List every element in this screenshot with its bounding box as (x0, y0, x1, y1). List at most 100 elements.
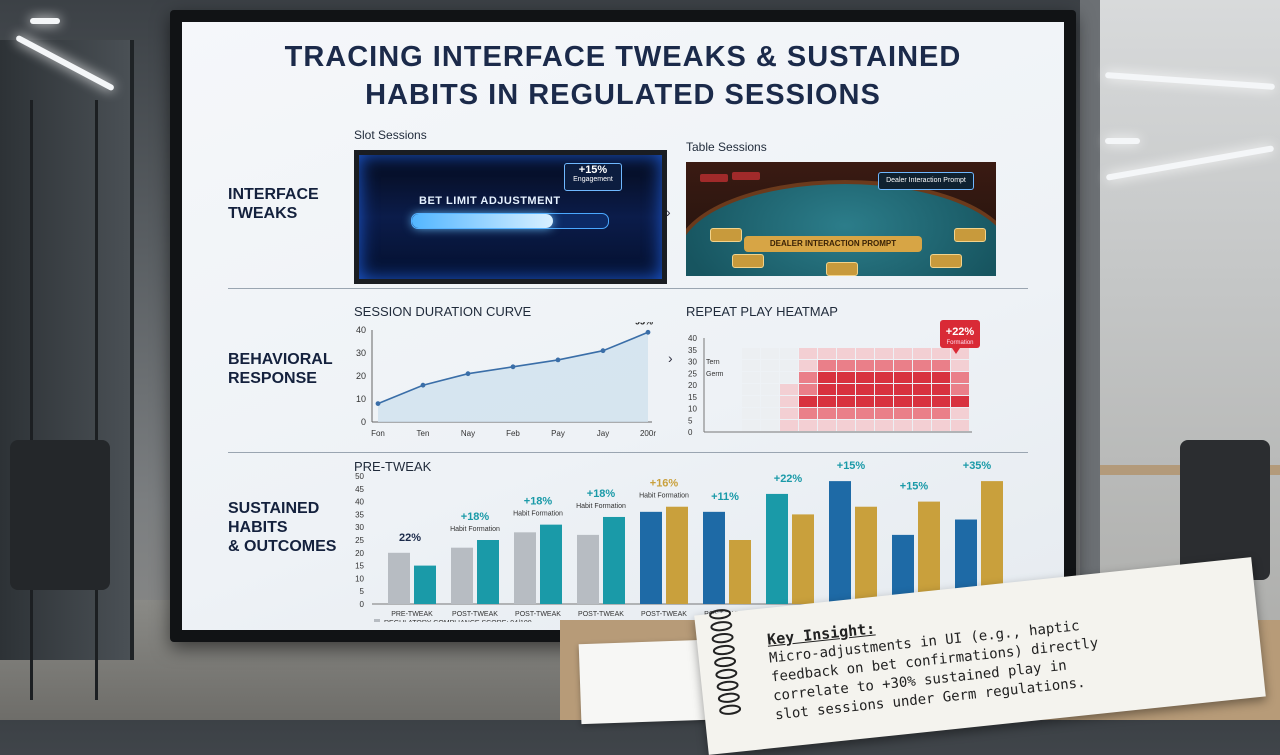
heatmap-cell (742, 384, 760, 395)
bar-annotation: +18% (461, 511, 490, 523)
heatmap-cell (875, 408, 893, 419)
heatmap-cell (761, 348, 779, 359)
y-tick-label: 15 (688, 393, 697, 402)
x-tick-label: Nay (461, 429, 475, 438)
heatmap-cell (780, 408, 798, 419)
heatmap-cell (799, 396, 817, 407)
duration-point (645, 329, 651, 335)
heatmap-cell (913, 372, 931, 383)
bar (666, 506, 688, 604)
heatmap-cell (818, 384, 836, 395)
x-tick-label: Ten (417, 429, 430, 438)
heatmap-title: REPEAT PLAY HEATMAP (686, 304, 838, 319)
heatmap-cell (799, 348, 817, 359)
heatmap-cell (951, 372, 969, 383)
table-session-display: Dealer Interaction Prompt DEALER INTERAC… (686, 162, 996, 276)
duration-point (465, 371, 471, 377)
heatmap-cell (951, 420, 969, 431)
y-tick-label: 5 (360, 587, 365, 596)
heatmap-cell (761, 360, 779, 371)
slot-sessions-heading: Slot Sessions (354, 128, 427, 142)
heatmap-cell (837, 420, 855, 431)
heatmap-cell (818, 420, 836, 431)
bar (577, 534, 599, 604)
heatmap-cell (894, 360, 912, 371)
row-label: Germ (706, 371, 724, 378)
heatmap-callout-label: Formation (946, 340, 973, 346)
y-tick-label: 35 (355, 510, 364, 519)
duration-point (600, 348, 606, 354)
spiral-ring (712, 644, 735, 656)
x-tick-label: POST-TWEAK (452, 611, 498, 618)
spiral-ring (711, 633, 734, 644)
section-divider (228, 452, 1028, 453)
heatmap-cell (818, 408, 836, 419)
bar (477, 540, 499, 604)
heatmap-cell (761, 372, 779, 383)
y-tick-label: 40 (688, 334, 697, 343)
section-divider (228, 288, 1028, 289)
ceiling-light (1105, 138, 1140, 144)
bet-spot (826, 262, 858, 276)
duration-point (510, 364, 516, 370)
heatmap-cell (837, 348, 855, 359)
heatmap-cell (799, 372, 817, 383)
heatmap-cell (913, 396, 931, 407)
duration-chart-title: SESSION DURATION CURVE (354, 304, 532, 319)
spiral-ring (715, 668, 738, 680)
heatmap-cell (742, 396, 760, 407)
section-label-tweaks: INTERFACE TWEAKS (228, 186, 319, 222)
heatmap-cell (799, 360, 817, 371)
y-tick-label: 0 (360, 600, 365, 609)
y-tick-label: 20 (355, 549, 364, 558)
heatmap-cell (951, 384, 969, 395)
bar-annotation: +22% (774, 473, 803, 485)
spiral-ring (710, 621, 733, 632)
x-tick-label: POST-TWEAK (641, 611, 687, 618)
duration-area (378, 332, 648, 422)
heatmap-cell (780, 348, 798, 359)
session-duration-chart: 0 10 20 30 40 Fon Ten Nay Feb Pay Jay 200r 95% (356, 322, 656, 438)
y-tick-label: 35 (688, 346, 697, 355)
y-tick-label: 10 (355, 574, 364, 583)
bar-annotation-label: Habit Formation (513, 511, 563, 518)
bet-spot (710, 228, 742, 242)
heatmap-cell (837, 360, 855, 371)
slide-title-line1: TRACING INTERFACE TWEAKS & SUSTAINED (284, 41, 962, 73)
heatmap-cell (913, 384, 931, 395)
y-tick-label: 25 (355, 536, 364, 545)
y-tick-label: 15 (355, 562, 364, 571)
heatmap-cell (818, 396, 836, 407)
y-tick-label: 10 (356, 394, 366, 404)
bar-annotation-label: Habit Formation (450, 526, 500, 533)
heatmap-callout-pointer (952, 348, 960, 354)
bar (955, 519, 977, 604)
bar-annotation: +15% (837, 460, 866, 472)
bar-annotation: +16% (650, 478, 679, 490)
heatmap-cell (932, 396, 950, 407)
spiral-ring (709, 609, 732, 620)
heatmap-cell (799, 384, 817, 395)
dealer-interaction-prompt: DEALER INTERACTION PROMPT (744, 236, 922, 252)
x-tick-label: POST-TWEAK (578, 611, 624, 618)
spiral-ring (716, 680, 739, 691)
heatmap-cell (856, 372, 874, 383)
bar-annotation-label: Habit Formation (639, 493, 689, 500)
bar (451, 547, 473, 604)
slot-session-display: BET LIMIT ADJUSTMENT +15% Engagement (354, 150, 667, 284)
bar (792, 514, 814, 604)
office-chair (10, 440, 110, 590)
heatmap-cell (761, 396, 779, 407)
spiral-ring (719, 704, 742, 715)
y-tick-label: 30 (688, 358, 697, 367)
heatmap-cell (742, 420, 760, 431)
heatmap-cell (932, 348, 950, 359)
spiral-ring (714, 656, 737, 668)
heatmap-cell (742, 372, 760, 383)
heatmap-cell (875, 348, 893, 359)
heatmap-cell (818, 372, 836, 383)
legend-swatch (374, 619, 380, 622)
x-tick-label: Feb (506, 429, 520, 438)
heatmap-cell (951, 348, 969, 359)
dealer-prompt-tag: Dealer Interaction Prompt (878, 172, 974, 190)
